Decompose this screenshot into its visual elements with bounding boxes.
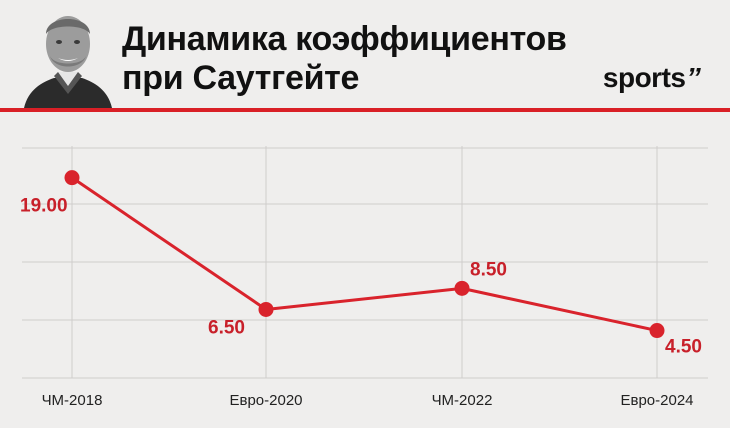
series-line (71, 176, 658, 333)
title-line-2: при Саутгейте (122, 59, 360, 97)
brand-mark: ’’ (686, 62, 700, 93)
chart-header: Динамика коэффициентов при Саутгейте spo… (0, 0, 730, 112)
x-tick-label-0: ЧМ-2018 (42, 392, 103, 409)
brand-logo: sports’’ (602, 62, 701, 94)
chart-title: Динамика коэффициентов при Саутгейте (122, 20, 567, 98)
header-divider (0, 108, 730, 112)
data-label-1: 6.50 (208, 317, 245, 338)
data-label-2: 8.50 (470, 259, 507, 280)
data-point-3 (649, 323, 665, 339)
data-point-0 (64, 170, 80, 186)
data-point-2 (454, 280, 470, 296)
x-tick-label-3: Евро-2024 (620, 392, 693, 409)
x-tick-label-1: Евро-2020 (229, 392, 302, 409)
title-line-1: Динамика коэффициентов (122, 20, 567, 58)
x-tick-label-2: ЧМ-2022 (432, 392, 493, 409)
data-point-1 (258, 301, 274, 317)
portrait-image (24, 16, 112, 108)
data-label-0: 19.00 (20, 196, 68, 217)
data-label-3: 4.50 (665, 337, 702, 358)
line-chart: 19.00 6.50 8.50 4.50 ЧМ-2018 Евро-2020 ЧМ-2022… (20, 146, 708, 409)
brand-name: sports (602, 62, 686, 93)
